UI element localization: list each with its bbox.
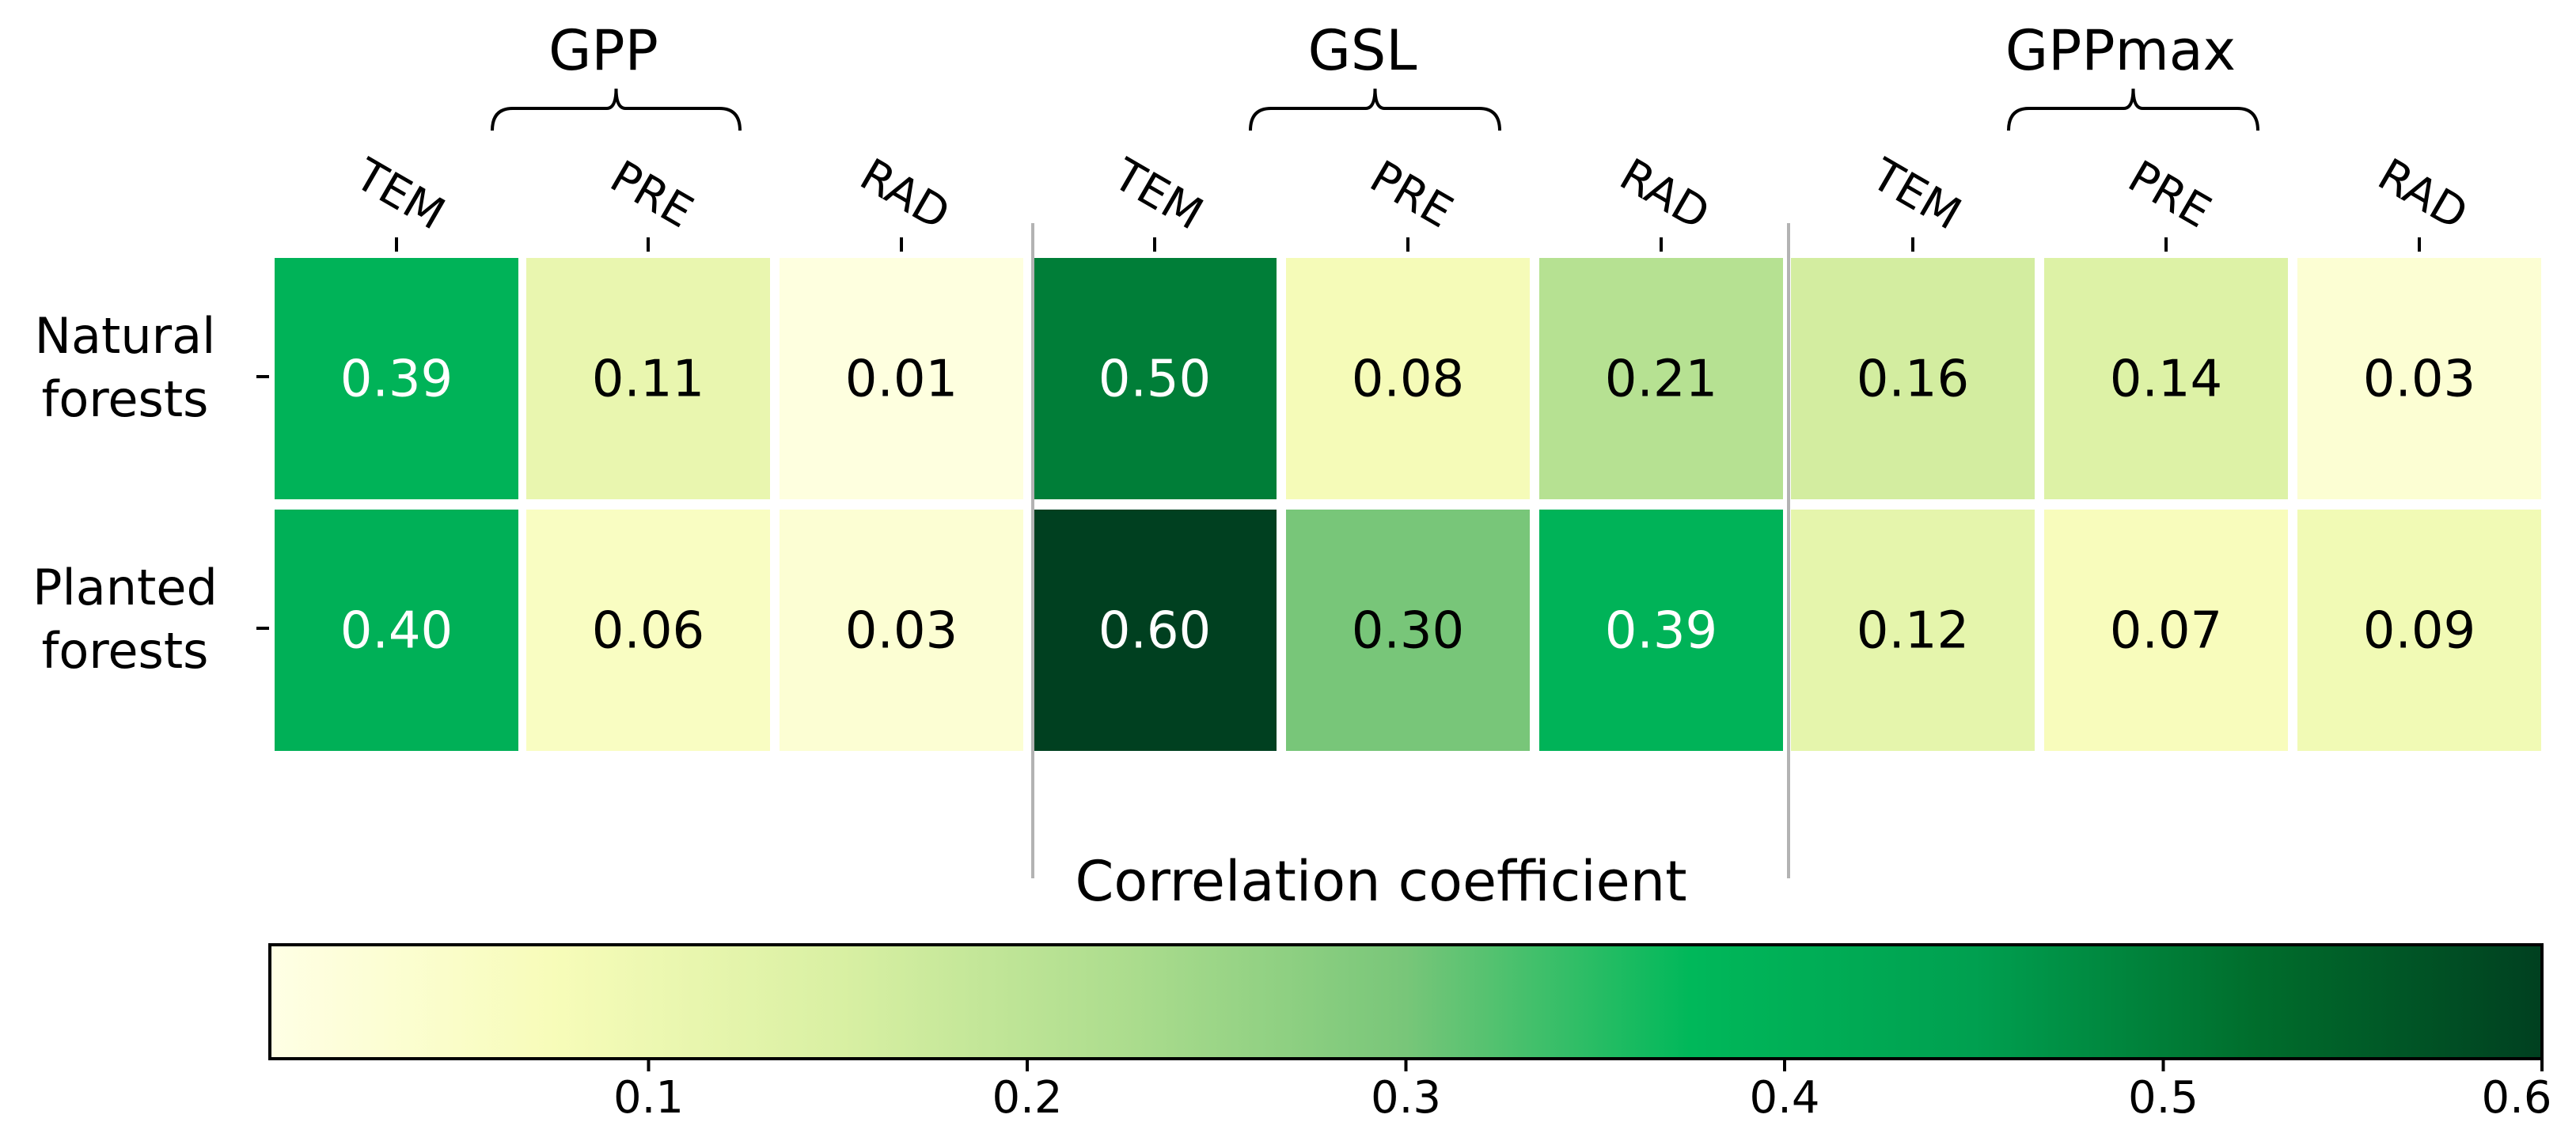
heatmap-cell [275, 258, 518, 499]
y-tick-label: Natural [35, 307, 216, 365]
heatmap-cell [1791, 510, 2035, 751]
cell-value-label: 0.39 [340, 351, 453, 409]
x-tick-label: PRE [2119, 151, 2219, 238]
heatmap-cell [2044, 258, 2288, 499]
x-tick-label: RAD [2369, 149, 2476, 240]
y-tick-label: Planted [32, 559, 218, 616]
heatmap-cell [1286, 510, 1530, 751]
x-tick-label: TEM [1104, 149, 1211, 241]
cell-value-label: 0.21 [1605, 351, 1718, 409]
x-tick-label: RAD [1611, 149, 1718, 240]
colorbar-ticks: 0.1 0.2 0.3 0.4 0.5 0.6 [613, 1059, 2552, 1124]
x-tick-label: TEM [346, 149, 453, 241]
group-brackets [491, 88, 2259, 131]
x-axis-ticks: TEM PRE RAD TEM PRE RAD TEM PRE RAD [346, 149, 2476, 252]
group-separators [1031, 223, 1790, 878]
colorbar-tick-label: 0.1 [613, 1072, 684, 1124]
heatmap-cell [1791, 258, 2035, 499]
cell-value-label: 0.50 [1098, 351, 1212, 409]
heatmap-cells: 0.39 0.11 0.01 0.50 0.08 0.21 0.16 0.14 0.03 0.40… [275, 258, 2541, 751]
colorbar-tick-label: 0.4 [1749, 1072, 1819, 1124]
x-tick-label: TEM [1862, 149, 1969, 241]
heatmap-cell [1033, 510, 1277, 751]
colorbar-title: Correlation coefficient [1075, 849, 1686, 914]
colorbar: Correlation coefficient 0.1 0.2 0.3 0.4 0.5 0… [268, 849, 2552, 1124]
heatmap-cell [1539, 258, 1783, 499]
cell-value-label: 0.07 [2110, 602, 2223, 661]
cell-value-label: 0.30 [1352, 602, 1465, 661]
group-title: GPP [548, 18, 658, 83]
colorbar-gradient [268, 943, 2544, 1060]
cell-value-label: 0.11 [592, 351, 705, 409]
heatmap-cell [2297, 258, 2541, 499]
cell-value-label: 0.14 [2110, 351, 2223, 409]
cell-value-label: 0.12 [1857, 602, 1970, 661]
heatmap-cell [1033, 258, 1277, 499]
heatmap-cell [1539, 510, 1783, 751]
x-tick-label: PRE [1361, 151, 1461, 238]
x-tick-label: RAD [852, 149, 958, 240]
colorbar-tick-label: 0.3 [1371, 1072, 1441, 1124]
heatmap-cell [275, 510, 518, 751]
heatmap-cell [780, 258, 1023, 499]
colorbar-tick-label: 0.6 [2481, 1072, 2551, 1124]
cell-value-label: 0.01 [845, 351, 958, 409]
heatmap-cell [526, 510, 770, 751]
y-tick-label: forests [42, 370, 209, 428]
cell-value-label: 0.03 [845, 602, 958, 661]
cell-value-label: 0.16 [1857, 351, 1970, 409]
cell-value-label: 0.08 [1352, 351, 1465, 409]
heatmap-cell [1286, 258, 1530, 499]
cell-value-label: 0.60 [1098, 602, 1212, 661]
group-bracket [1249, 88, 1501, 131]
cell-value-label: 0.03 [2363, 351, 2476, 409]
heatmap-cell [780, 510, 1023, 751]
group-title: GPPmax [2005, 18, 2236, 83]
cell-value-label: 0.06 [592, 602, 705, 661]
group-title: GSL [1308, 18, 1417, 83]
heatmap-cell [526, 258, 770, 499]
colorbar-tick-label: 0.5 [2128, 1072, 2199, 1124]
heatmap-cell [2044, 510, 2288, 751]
cell-value-label: 0.39 [1605, 602, 1718, 661]
x-tick-label: PRE [601, 151, 701, 238]
colorbar-tick-label: 0.2 [992, 1072, 1062, 1124]
group-bracket [2007, 88, 2259, 131]
y-tick-label: forests [42, 622, 209, 680]
cell-value-label: 0.09 [2363, 602, 2476, 661]
cell-value-label: 0.40 [340, 602, 453, 661]
group-titles: GPP GSL GPPmax [548, 18, 2236, 83]
group-bracket [491, 88, 742, 131]
heatmap-cell [2297, 510, 2541, 751]
